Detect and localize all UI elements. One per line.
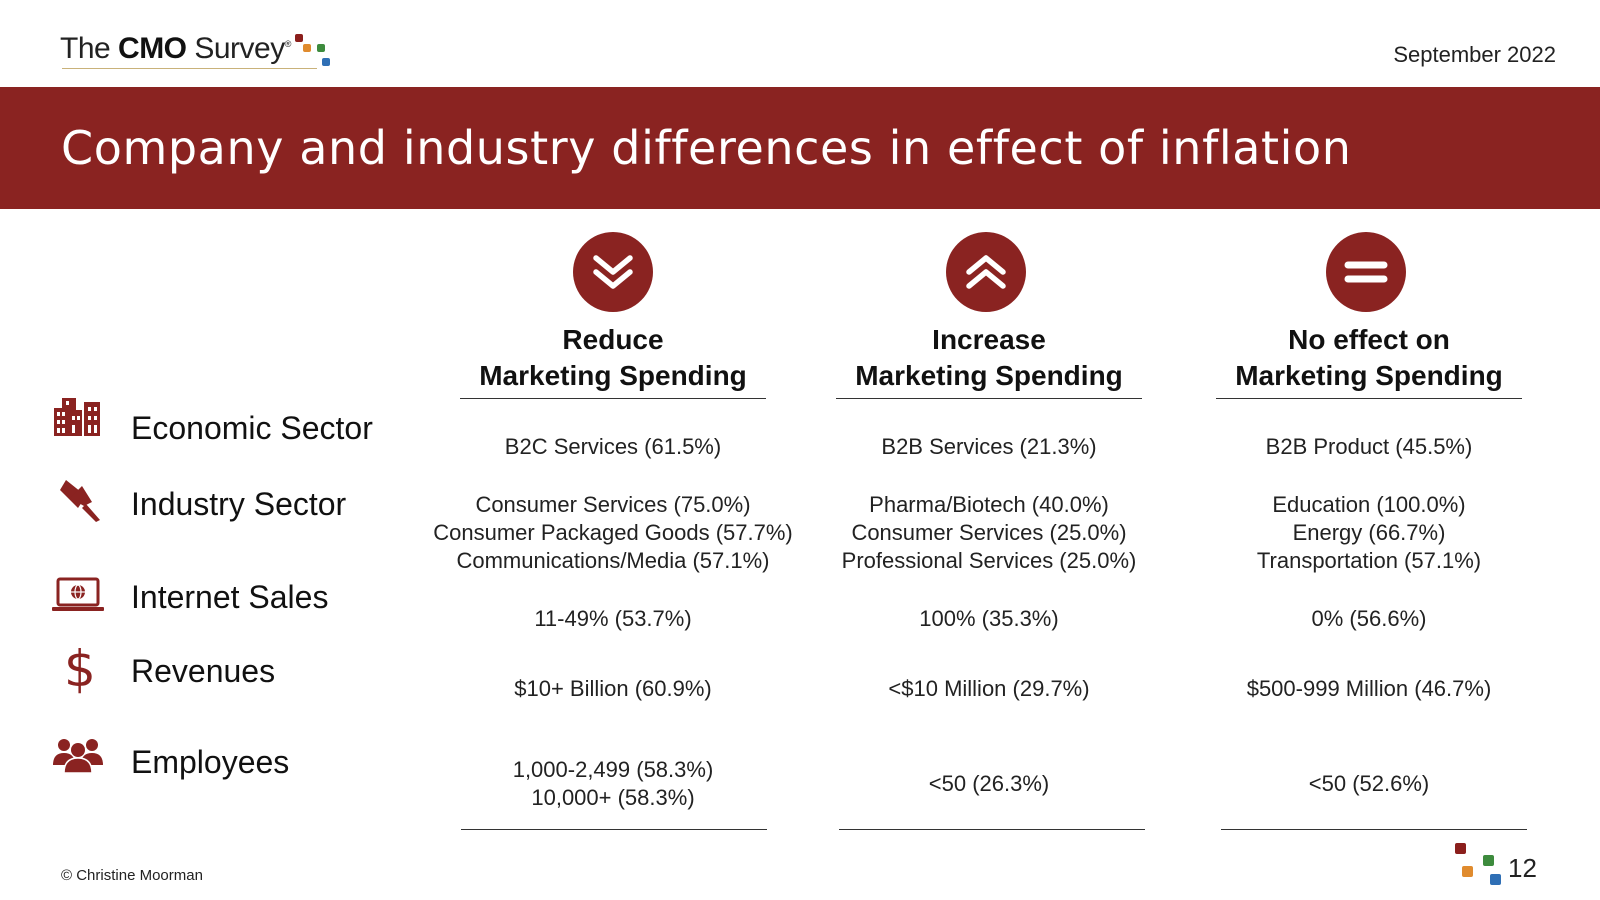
report-date: September 2022 bbox=[1393, 42, 1556, 67]
page-title: Company and industry differences in effe… bbox=[61, 121, 1352, 175]
cell-internet-reduce: 11-49% (53.7%) bbox=[534, 606, 692, 631]
logo-square-blue bbox=[322, 58, 330, 66]
cell-industry-reduce: Consumer Services (75.0%) Consumer Packag… bbox=[433, 492, 793, 573]
copyright-notice: © Christine Moorman bbox=[61, 867, 203, 884]
cell-industry-no-effect: Education (100.0%) Energy (66.7%) Transpor… bbox=[1256, 492, 1482, 573]
cell-employees-no-effect: <50 (52.6%) bbox=[1308, 771, 1430, 796]
logo-underline bbox=[62, 68, 317, 69]
row-label-internet-sales: Internet Sales bbox=[131, 579, 329, 615]
row-label-employees: Employees bbox=[131, 744, 290, 780]
cmo-survey-logo: The CMO Survey® bbox=[60, 32, 330, 72]
footer-square-orange bbox=[1462, 866, 1473, 877]
page-number: 12 bbox=[1508, 853, 1537, 883]
cell-internet-increase: 100% (35.3%) bbox=[919, 606, 1059, 631]
row-label-industry-sector: Industry Sector bbox=[131, 486, 347, 522]
cell-economic-increase: B2B Services (21.3%) bbox=[881, 434, 1097, 459]
heading-rule bbox=[1216, 398, 1522, 399]
pushpin-icon bbox=[56, 478, 102, 527]
double-chevron-up-icon bbox=[946, 232, 1026, 312]
bottom-rule bbox=[1221, 829, 1527, 830]
cell-revenues-increase: <$10 Million (29.7%) bbox=[888, 676, 1090, 701]
logo-text: The CMO Survey® bbox=[60, 32, 291, 65]
cell-economic-no-effect: B2B Product (45.5%) bbox=[1265, 434, 1473, 459]
cell-economic-reduce: B2C Services (61.5%) bbox=[504, 434, 722, 459]
equals-icon bbox=[1326, 232, 1406, 312]
cell-employees-reduce: 1,000-2,499 (58.3%) 10,000+ (58.3%) bbox=[512, 757, 714, 810]
people-group-icon bbox=[52, 737, 104, 778]
double-chevron-down-icon bbox=[573, 232, 653, 312]
svg-text:$: $ bbox=[64, 640, 94, 696]
dollar-icon: $ bbox=[62, 640, 96, 701]
cell-revenues-no-effect: $500-999 Million (46.7%) bbox=[1246, 676, 1492, 701]
heading-rule bbox=[836, 398, 1142, 399]
logo-square-green bbox=[317, 44, 325, 52]
logo-square-orange bbox=[303, 44, 311, 52]
column-heading-no-effect: No effect on Marketing Spending bbox=[1235, 324, 1503, 391]
column-heading-reduce: Reduce Marketing Spending bbox=[479, 324, 747, 391]
bottom-rule bbox=[461, 829, 767, 830]
footer-square-green bbox=[1483, 855, 1494, 866]
heading-rule bbox=[460, 398, 766, 399]
footer-square-blue bbox=[1490, 874, 1501, 885]
buildings-icon bbox=[52, 398, 104, 441]
bottom-rule bbox=[839, 829, 1145, 830]
column-heading-increase: Increase Marketing Spending bbox=[855, 324, 1123, 391]
title-banner: Company and industry differences in effe… bbox=[0, 87, 1600, 209]
logo-square-red bbox=[295, 34, 303, 42]
cell-industry-increase: Pharma/Biotech (40.0%) Consumer Services … bbox=[841, 492, 1137, 573]
footer-square-red bbox=[1455, 843, 1466, 854]
row-label-economic-sector: Economic Sector bbox=[131, 410, 373, 446]
laptop-globe-icon bbox=[50, 577, 106, 620]
cell-revenues-reduce: $10+ Billion (60.9%) bbox=[514, 676, 712, 701]
row-label-revenues: Revenues bbox=[131, 653, 276, 689]
cell-internet-no-effect: 0% (56.6%) bbox=[1311, 606, 1427, 631]
cell-employees-increase: <50 (26.3%) bbox=[928, 771, 1050, 796]
